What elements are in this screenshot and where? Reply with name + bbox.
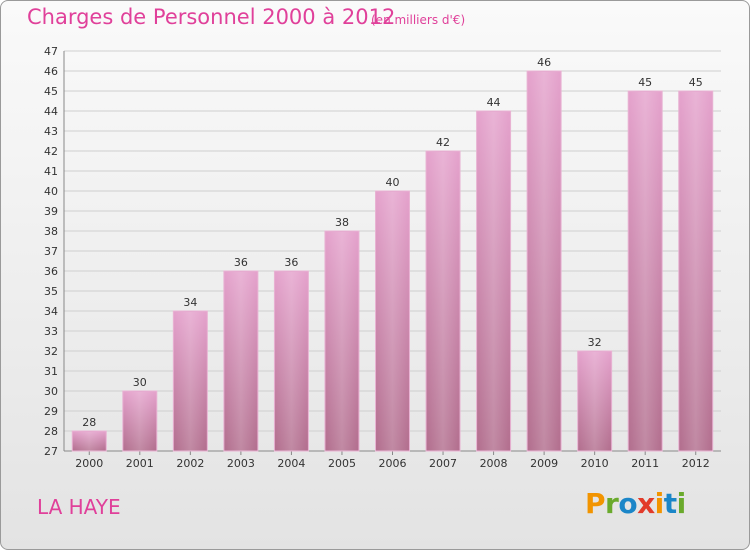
bars [71,70,714,452]
y-tick-label: 38 [44,225,58,238]
data-label: 38 [335,216,349,229]
bar-highlight [680,92,711,451]
bar-highlight [74,432,105,451]
y-tick-label: 46 [44,65,58,78]
y-tick-label: 35 [44,285,58,298]
data-label: 34 [183,296,197,309]
y-tick-label: 44 [44,105,58,118]
data-label: 36 [234,256,248,269]
bar-highlight [478,112,509,451]
y-tick-label: 32 [44,345,58,358]
logo-letter: P [585,487,606,520]
data-label: 40 [386,176,400,189]
x-tick-label: 2001 [126,457,154,470]
x-tick-label: 2003 [227,457,255,470]
data-label: 30 [133,376,147,389]
x-tick-label: 2007 [429,457,457,470]
data-label: 45 [638,76,652,89]
x-tick-label: 2012 [682,457,710,470]
bar-highlight [276,272,307,451]
y-tick-label: 42 [44,145,58,158]
y-tick-label: 40 [44,185,58,198]
y-tick-label: 33 [44,325,58,338]
bar-highlight [175,312,206,451]
logo-letter: i [654,487,665,520]
x-tick-label: 2009 [530,457,558,470]
x-tick-label: 2006 [379,457,407,470]
y-tick-label: 45 [44,85,58,98]
y-tick-label: 39 [44,205,58,218]
proxiti-logo: Proxiti [585,487,686,520]
bar-highlight [326,232,357,451]
x-tick-label: 2002 [176,457,204,470]
data-label: 32 [588,336,602,349]
data-label: 36 [284,256,298,269]
logo-letter: r [605,487,619,520]
logo-letter: x [637,487,655,520]
bar-highlight [630,92,661,451]
data-label: 42 [436,136,450,149]
data-label: 28 [82,416,96,429]
y-tick-label: 43 [44,125,58,138]
chart-title: Charges de Personnel 2000 à 2012 [27,5,396,29]
y-tick-label: 47 [44,45,58,58]
bar-highlight [377,192,408,451]
bar-highlight [124,392,155,451]
data-label: 45 [689,76,703,89]
logo-letter: t [663,487,677,520]
x-tick-label: 2011 [631,457,659,470]
bar-highlight [225,272,256,451]
y-tick-label: 29 [44,405,58,418]
y-tick-label: 37 [44,245,58,258]
bar-highlight [529,72,560,451]
y-tick-label: 41 [44,165,58,178]
y-tick-label: 28 [44,425,58,438]
commune-name: LA HAYE [37,495,121,519]
y-tick-label: 36 [44,265,58,278]
y-tick-label: 27 [44,445,58,458]
y-tick-label: 30 [44,385,58,398]
x-tick-label: 2000 [75,457,103,470]
x-tick-label: 2004 [277,457,305,470]
labels: 27 28 29 30 31 32 33 34 35 36 37 38 39 40 41 42 43 44 45 46… [44,45,710,470]
x-tick-label: 2005 [328,457,356,470]
bar-highlight [579,352,610,451]
y-tick-label: 31 [44,365,58,378]
y-tick-label: 34 [44,305,58,318]
data-label: 44 [487,96,501,109]
x-tick-label: 2010 [581,457,609,470]
x-tick-label: 2008 [480,457,508,470]
data-label: 46 [537,56,551,69]
chart-subtitle: (en milliers d'€) [371,13,466,27]
bar-highlight [428,152,459,451]
logo-letter: o [618,487,638,520]
logo-letter: i [676,487,687,520]
